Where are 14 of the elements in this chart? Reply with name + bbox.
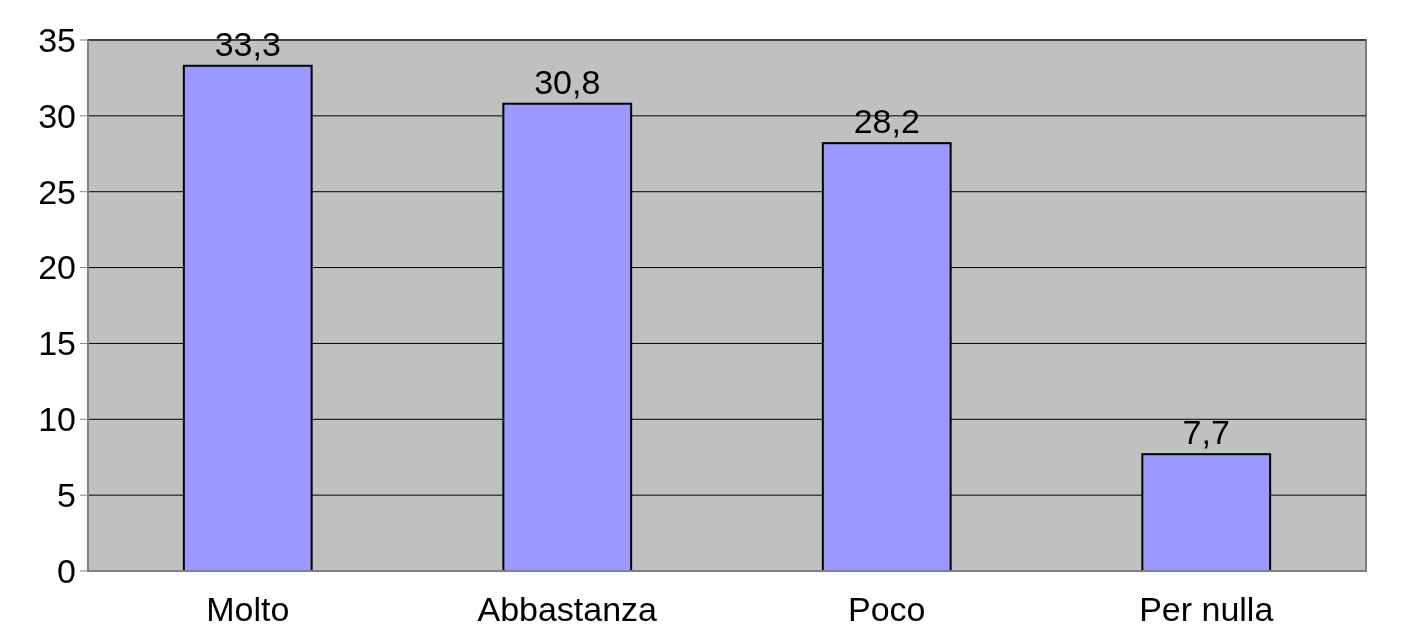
- x-tick-label: Molto: [206, 590, 290, 628]
- y-tick-label: 0: [57, 551, 76, 590]
- y-tick-label: 30: [38, 96, 76, 135]
- y-tick-label: 15: [38, 324, 76, 363]
- y-tick-label: 10: [38, 400, 76, 439]
- x-tick-label: Poco: [848, 590, 926, 628]
- data-label: 7,7: [1182, 413, 1230, 452]
- y-tick-label: 25: [38, 172, 76, 211]
- y-tick-label: 20: [38, 248, 76, 287]
- x-tick-label: Abbastanza: [477, 590, 658, 628]
- y-tick-label: 5: [57, 476, 76, 515]
- y-tick-label: 35: [38, 20, 76, 59]
- data-label: 30,8: [534, 62, 601, 101]
- x-tick-label: Per nulla: [1139, 590, 1274, 628]
